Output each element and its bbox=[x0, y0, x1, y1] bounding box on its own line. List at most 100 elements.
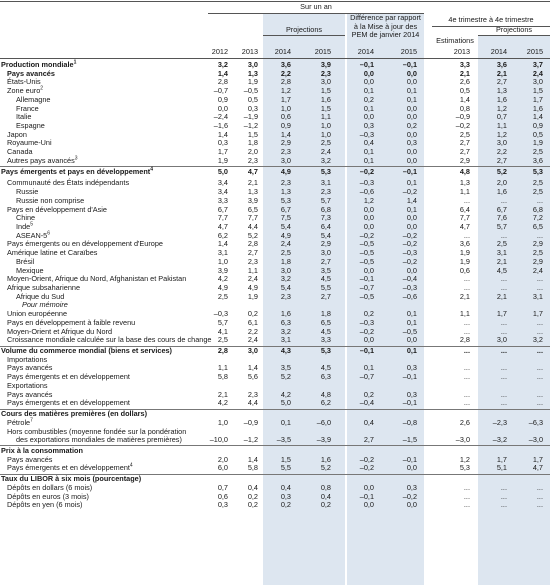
header-q4: 4e trimestre à 4e trimestre bbox=[448, 15, 534, 24]
footnote-marker: 6 bbox=[47, 230, 51, 237]
table-cell: ... bbox=[463, 326, 470, 336]
table-cell: 6,1 bbox=[247, 317, 258, 327]
row-label-text: Pays avancés bbox=[7, 363, 53, 373]
table-cell: 2,5 bbox=[280, 248, 291, 258]
table-cell: 0,0 bbox=[406, 77, 417, 87]
table-cell: 0,4 bbox=[363, 138, 374, 148]
table-cell: 0,5 bbox=[459, 86, 470, 96]
table-cell: 0,2 bbox=[363, 389, 374, 399]
table-cell: –0,2 bbox=[359, 230, 374, 240]
table-cell: 5,3 bbox=[532, 166, 543, 176]
row-label: Mexique bbox=[16, 266, 44, 276]
row-label: Afrique du Sud bbox=[16, 292, 64, 302]
table-cell: 3,2 bbox=[320, 155, 331, 165]
table-cell: –0,8 bbox=[402, 417, 417, 427]
table-cell: ... bbox=[500, 283, 507, 292]
table-cell: 0,0 bbox=[406, 265, 417, 275]
row-label-text: Espagne bbox=[16, 121, 45, 131]
row-label-text: Volume du commerce mondial (biens et ser… bbox=[1, 346, 172, 356]
row-label: Pays avancés bbox=[7, 364, 52, 373]
table-row: Mexique 3,9 1,1 3,0 3,5 0,0 0,0 0,6 4,5 2,4 bbox=[0, 265, 550, 276]
table-cell: 1,7 bbox=[496, 454, 507, 464]
q4-projections-shade bbox=[478, 36, 550, 585]
header-projections: Projections bbox=[285, 25, 323, 34]
table-cell: –0,7 bbox=[359, 283, 374, 292]
table-cell: 2,5 bbox=[459, 129, 470, 139]
row-label: Canada bbox=[7, 147, 33, 157]
table-cell: 0,6 bbox=[280, 112, 291, 122]
table-cell: 4,2 bbox=[280, 389, 291, 399]
row-label-text: Royaume-Uni bbox=[7, 138, 52, 148]
table-row: Pays émergents et en développement 5,8 5,6… bbox=[0, 372, 550, 382]
row-label: Taux du LIBOR à six mois (pourcentage) bbox=[1, 474, 141, 484]
table-cell: 3,0 bbox=[280, 155, 291, 165]
header-projections-rule bbox=[263, 35, 345, 36]
table-cell: 4,5 bbox=[320, 274, 331, 284]
table-cell: 1,4 bbox=[217, 68, 228, 78]
table-cell: 2,2 bbox=[280, 68, 291, 78]
footnote-marker: 7 bbox=[30, 417, 33, 424]
table-cell: 1,9 bbox=[459, 248, 470, 258]
table-cell: 2,3 bbox=[280, 178, 291, 188]
table-cell: 1,4 bbox=[459, 94, 470, 104]
table-cell: 2,9 bbox=[280, 138, 291, 148]
table-cell: –0,2 bbox=[359, 454, 374, 464]
table-cell: 3,2 bbox=[217, 60, 228, 69]
table-cell: 1,9 bbox=[459, 256, 470, 266]
table-cell: 1,0 bbox=[320, 129, 331, 139]
table-cell: 5,8 bbox=[217, 372, 228, 382]
table-cell: 7,5 bbox=[280, 213, 291, 223]
table-cell: 2,1 bbox=[459, 68, 470, 78]
table-cell: 3,6 bbox=[459, 239, 470, 249]
table-cell: ... bbox=[500, 326, 507, 336]
table-cell: 0,0 bbox=[406, 103, 417, 113]
header-bottom-rule bbox=[0, 58, 550, 59]
row-label-text: Inde bbox=[16, 221, 31, 231]
table-cell: 3,1 bbox=[532, 291, 543, 301]
header-one-year-rule bbox=[208, 13, 424, 14]
row-label-text: Dépôts en yen (6 mois) bbox=[7, 500, 83, 510]
table-cell: 1,0 bbox=[280, 103, 291, 113]
table-cell: –1,5 bbox=[402, 435, 417, 445]
row-label-text: Brésil bbox=[16, 256, 35, 266]
table-cell: 0,0 bbox=[406, 155, 417, 165]
table-cell: 2,0 bbox=[496, 178, 507, 188]
table-cell: 6,4 bbox=[459, 204, 470, 214]
table-row: Pays émergents et pays en développement4… bbox=[0, 166, 550, 177]
table-row: Pays avancés 2,0 1,4 1,5 1,6 –0,2 –0,1 1,2 1,7 1,… bbox=[0, 454, 550, 465]
table-cell: –0,9 bbox=[455, 112, 470, 122]
table-cell: 3,2 bbox=[280, 274, 291, 284]
table-row: Hors combustibles (moyenne fondée sur la… bbox=[0, 427, 550, 437]
table-cell: ... bbox=[536, 389, 543, 399]
table-cell: ... bbox=[500, 274, 507, 284]
table-cell: ... bbox=[463, 317, 470, 327]
table-row: Cours des matières premières (en dollars… bbox=[0, 409, 550, 419]
table-cell: 0,0 bbox=[406, 147, 417, 157]
row-label: Dépôts en yen (6 mois) bbox=[7, 500, 83, 510]
table-cell: 6,2 bbox=[217, 230, 228, 240]
row-label: Russie bbox=[16, 187, 38, 197]
table-cell: 0,0 bbox=[363, 221, 374, 231]
header-q4-projections: Projections bbox=[495, 25, 533, 34]
table-cell: 1,2 bbox=[496, 103, 507, 113]
header-year-col-2: 2013 bbox=[241, 47, 258, 56]
table-cell: 6,7 bbox=[496, 204, 507, 214]
table-row: Union européenne –0,3 0,2 1,6 1,8 0,2 0,1 1,1 1,… bbox=[0, 309, 550, 319]
row-label-text: Canada bbox=[7, 147, 33, 157]
table-cell: 0,0 bbox=[406, 221, 417, 231]
row-label-text: Communauté des États indépendants bbox=[7, 178, 130, 188]
row-label-text: Pétrole bbox=[7, 417, 31, 427]
table-cell: 2,8 bbox=[217, 346, 228, 356]
table-row: Chine 7,7 7,7 7,5 7,3 0,0 0,0 7,7 7,6 7,2 bbox=[0, 213, 550, 223]
table-cell: 2,3 bbox=[320, 187, 331, 197]
table-cell: 7,6 bbox=[496, 213, 507, 223]
table-cell: –0,5 bbox=[359, 248, 374, 258]
table-cell: 0,1 bbox=[406, 309, 417, 319]
table-cell: 4,7 bbox=[532, 463, 543, 473]
table-cell: 2,5 bbox=[217, 335, 228, 345]
row-label: Pays émergents et en développement bbox=[7, 372, 130, 382]
table-cell: 0,2 bbox=[247, 500, 258, 510]
table-cell: ... bbox=[463, 283, 470, 292]
table-cell: –0,3 bbox=[359, 317, 374, 327]
table-cell: 2,0 bbox=[247, 147, 258, 157]
